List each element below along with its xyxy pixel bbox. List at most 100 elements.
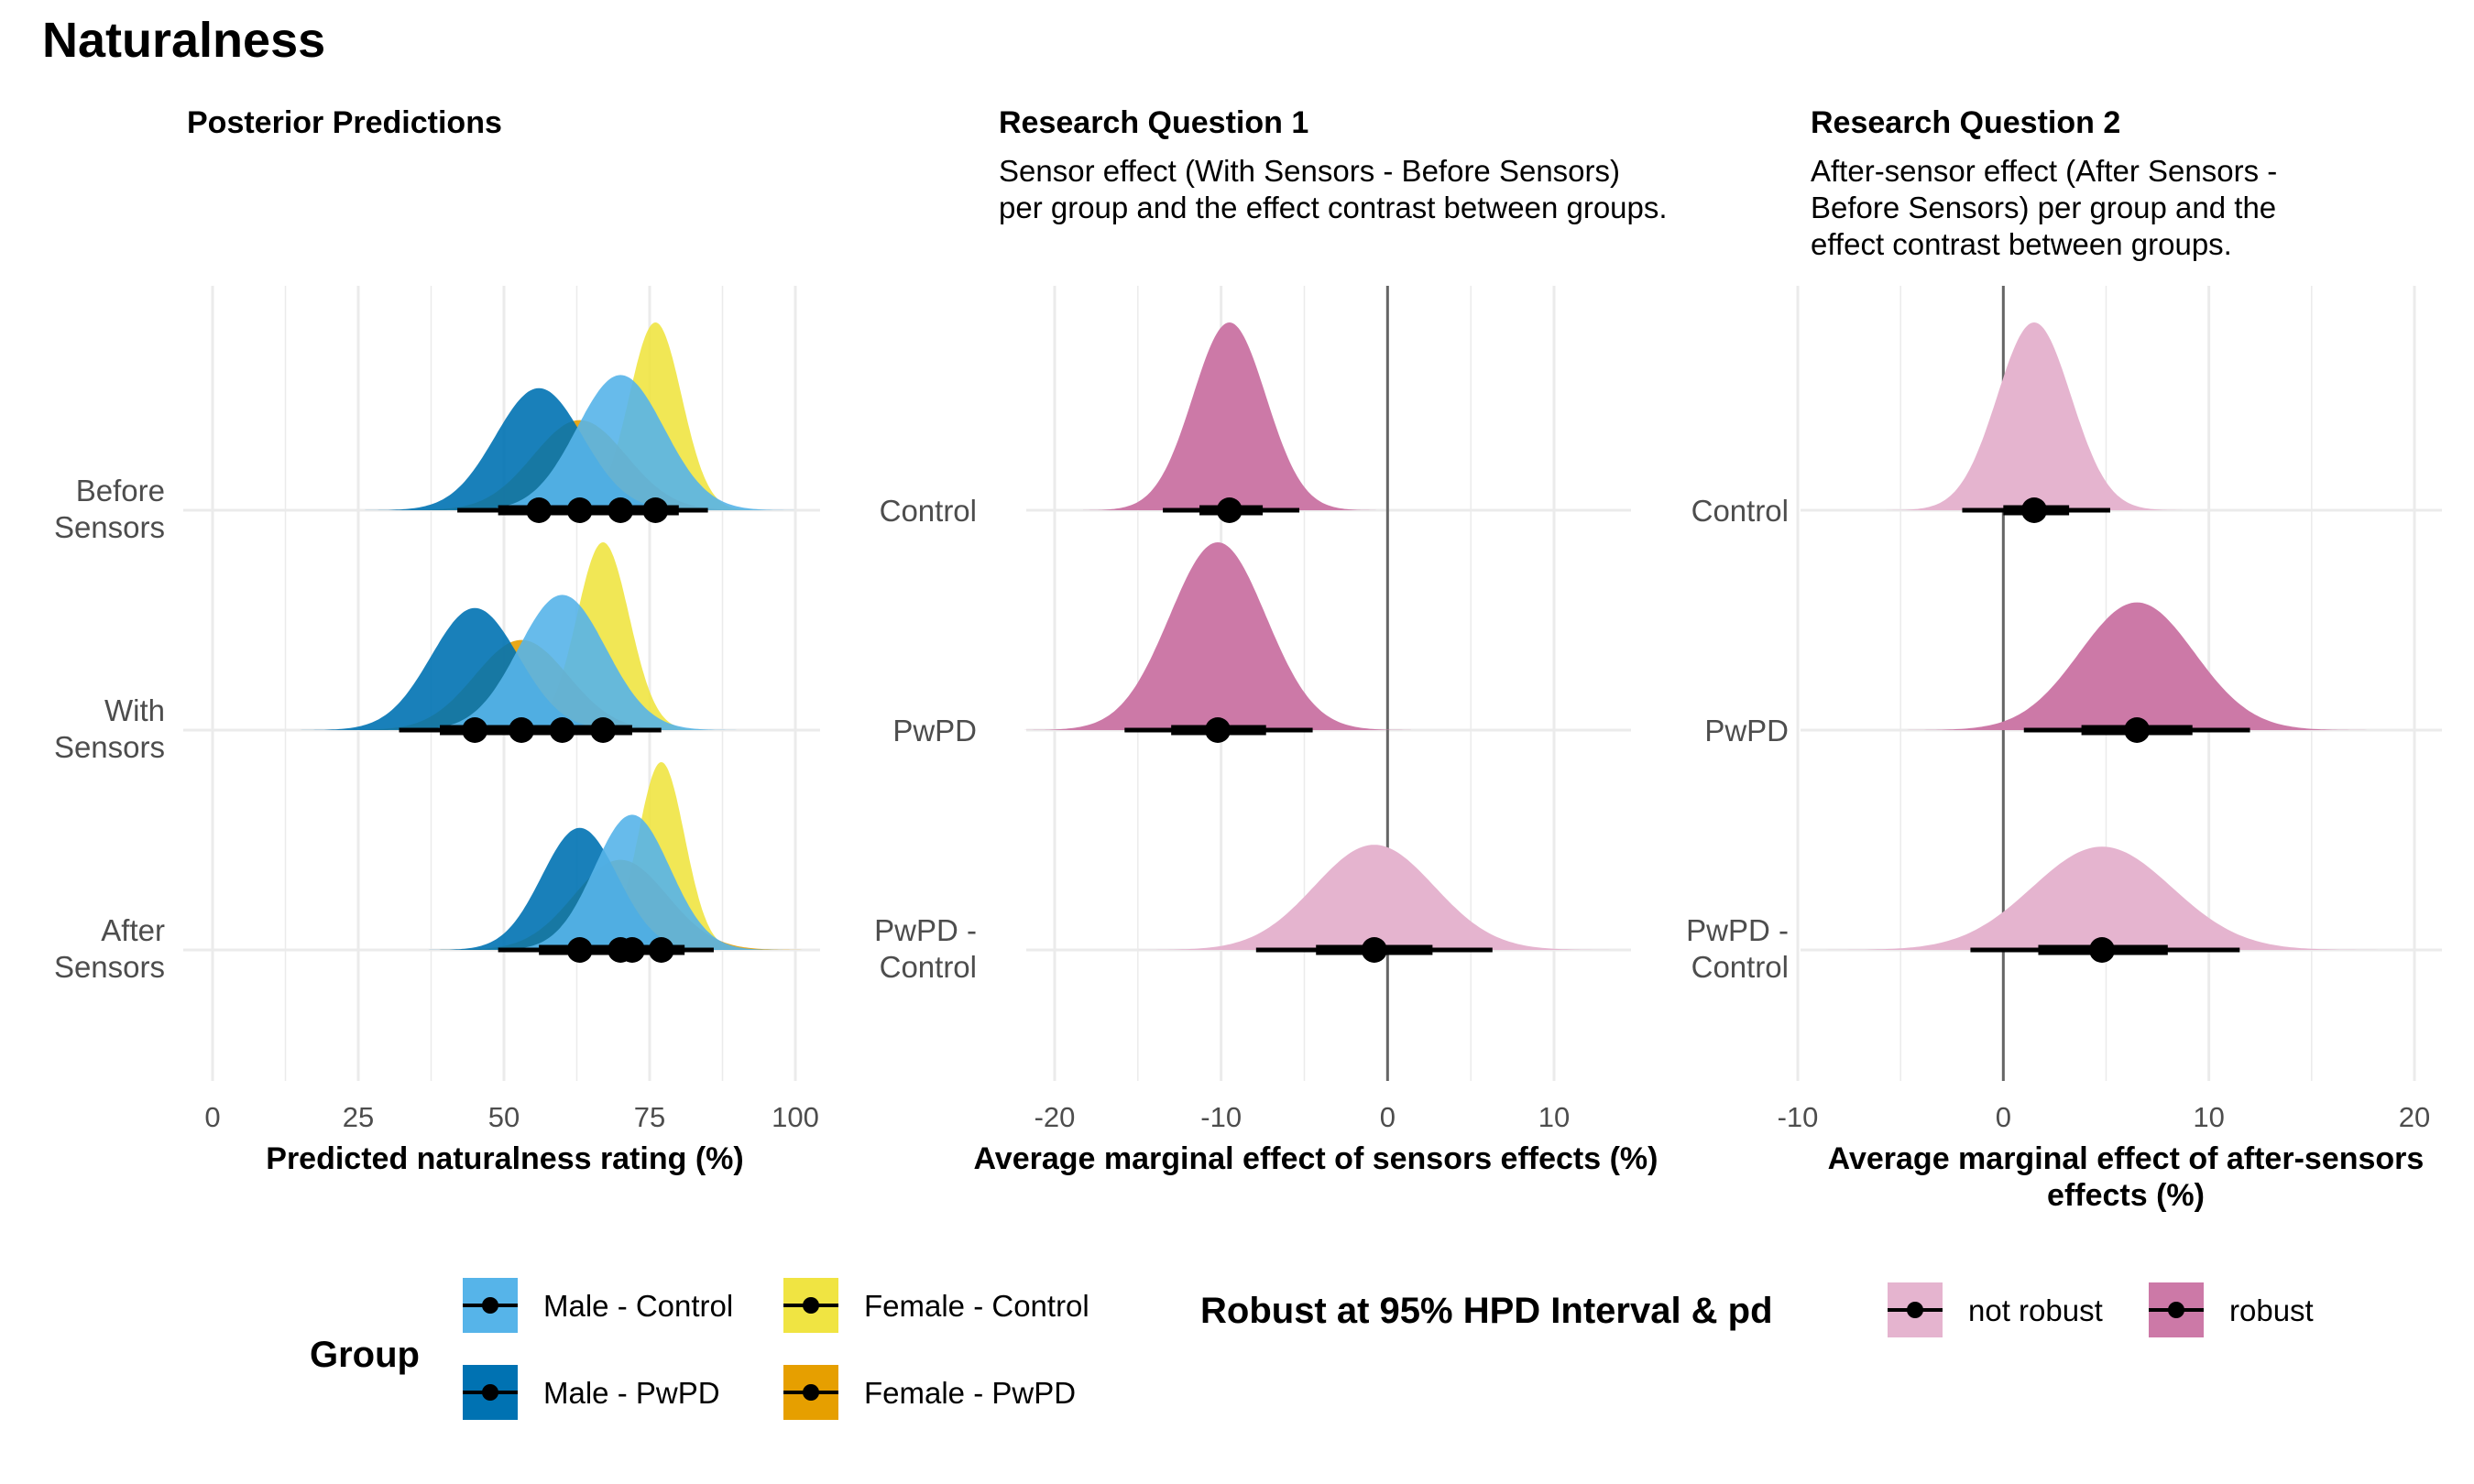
legend-title-robust: Robust at 95% HPD Interval & pd	[1200, 1291, 1773, 1331]
x-tick-label: 10	[2193, 1101, 2224, 1133]
panel-subtitle-text-line: After-sensor effect (After Sensors -	[1811, 154, 2277, 188]
x-tick-label: 0	[1996, 1101, 2011, 1133]
density-not-robust	[1134, 845, 1615, 950]
legend: Group Male - Control Male - PwPD Female - …	[310, 1278, 2314, 1420]
median-point	[590, 717, 617, 743]
median-point	[608, 497, 634, 523]
y-category-label-line: PwPD -	[1686, 913, 1789, 947]
median-point	[642, 497, 669, 523]
density-male-pwpd	[364, 387, 714, 510]
median-point	[509, 717, 535, 743]
density-layer	[300, 322, 807, 950]
median-point	[2020, 497, 2047, 523]
x-tick-label: 75	[634, 1101, 665, 1133]
density-robust	[1906, 602, 2368, 730]
y-category-label-line: Control	[1691, 950, 1789, 984]
legend-key-point	[1907, 1302, 1923, 1318]
median-point	[2124, 717, 2151, 743]
y-category-label: PwPD	[1704, 714, 1789, 747]
median-point	[462, 717, 488, 743]
legend-group-items: Male - Control Male - PwPD Female - Contro…	[463, 1278, 1089, 1420]
median-point	[526, 497, 553, 523]
legend-label: robust	[2229, 1293, 2314, 1327]
y-category-label-line: With	[104, 693, 165, 727]
legend-key-point	[2168, 1302, 2184, 1318]
y-category-label-line: Control	[880, 494, 977, 528]
panel-subtitle-text-line: effect contrast between groups.	[1811, 227, 2232, 261]
y-category-label-line: Control	[1691, 494, 1789, 528]
y-category-label: Control	[1691, 494, 1789, 528]
x-axis-label: Average marginal effect of after-sensors…	[1828, 1141, 2425, 1213]
gridlines	[1026, 286, 1631, 1081]
median-point	[566, 937, 593, 963]
legend-key-point	[482, 1297, 498, 1314]
panel-subtitle-text: After-sensor effect (After Sensors -Befo…	[1811, 154, 2277, 261]
panel-research-question-2: Research Question 2 After-sensor effect …	[1686, 105, 2442, 1213]
legend-key-point	[482, 1384, 498, 1401]
y-category-label-line: PwPD -	[874, 913, 977, 947]
legend-key-point	[803, 1384, 819, 1401]
legend-label: Female - PwPD	[864, 1376, 1076, 1410]
legend-label: Male - PwPD	[543, 1376, 720, 1410]
panel-subtitle-text-line: Sensor effect (With Sensors - Before Sen…	[999, 154, 1620, 188]
median-point	[1216, 497, 1242, 523]
y-category-label: Before Sensors	[54, 474, 165, 544]
y-category-label-line: Control	[880, 950, 977, 984]
median-point	[608, 937, 634, 963]
y-category-label: PwPD -Control	[874, 913, 977, 984]
interval-layer	[1124, 497, 1493, 963]
interval-layer	[1962, 497, 2250, 963]
y-category-label: After Sensors	[54, 913, 165, 984]
density-male-control	[480, 814, 784, 950]
panel-subtitle: After-sensor effect (After Sensors -Befo…	[1811, 154, 2277, 261]
x-tick-labels: 0 25 50 75 100	[204, 1101, 818, 1133]
y-category-label-line: Sensors	[54, 950, 165, 984]
panel-subtitle-text-line: per group and the effect contrast betwee…	[999, 191, 1668, 224]
x-tick-label: 100	[772, 1101, 819, 1133]
x-tick-label: 25	[343, 1101, 374, 1133]
median-point	[1205, 717, 1232, 743]
x-axis-label: Predicted naturalness rating (%)	[266, 1141, 743, 1176]
x-axis-label: Average marginal effect of sensors effec…	[974, 1141, 1658, 1176]
median-point	[549, 717, 575, 743]
x-tick-label: -10	[1778, 1101, 1819, 1133]
legend-robust-items: not robust robust	[1888, 1282, 2314, 1337]
x-tick-label: 10	[1538, 1101, 1570, 1133]
panel-title: Posterior Predictions	[187, 105, 502, 140]
x-tick-labels: -20 -10 0 10	[1034, 1101, 1571, 1133]
x-tick-label: 0	[204, 1101, 220, 1133]
density-layer	[1024, 322, 1615, 950]
x-tick-label: 20	[2399, 1101, 2430, 1133]
interval-layer	[399, 497, 714, 963]
density-female-control	[498, 542, 708, 730]
density-not-robust	[1886, 322, 2183, 510]
x-tick-labels: -10 0 10 20	[1778, 1101, 2431, 1133]
panel-title: Research Question 1	[999, 105, 1308, 140]
panel-subtitle: Sensor effect (With Sensors - Before Sen…	[999, 154, 1668, 224]
x-tick-label: -20	[1034, 1101, 1076, 1133]
density-male-pwpd	[300, 607, 650, 730]
density-male-pwpd	[428, 827, 731, 950]
density-robust	[1024, 542, 1411, 730]
y-category-label: Control	[880, 494, 977, 528]
y-category-label: PwPD	[892, 714, 977, 747]
panel-posterior-predictions: Posterior Predictions 0 25 50 75 100 Before S…	[54, 105, 820, 1176]
median-point	[566, 497, 593, 523]
x-tick-label: -10	[1200, 1101, 1242, 1133]
y-category-label-line: Sensors	[54, 730, 165, 764]
median-point	[1361, 937, 1387, 963]
legend-key-point	[803, 1297, 819, 1314]
density-not-robust	[1822, 846, 2382, 950]
y-category-label-line: After	[101, 913, 165, 947]
density-male-control	[445, 375, 795, 510]
density-male-control	[387, 595, 738, 730]
panel-subtitle-text: Sensor effect (With Sensors - Before Sen…	[999, 154, 1668, 224]
y-category-label: PwPD -Control	[1686, 913, 1789, 984]
density-layer	[1822, 322, 2382, 950]
x-axis-label-text-line: Average marginal effect of after-sensors	[1828, 1141, 2425, 1176]
y-category-label: With Sensors	[54, 693, 165, 764]
